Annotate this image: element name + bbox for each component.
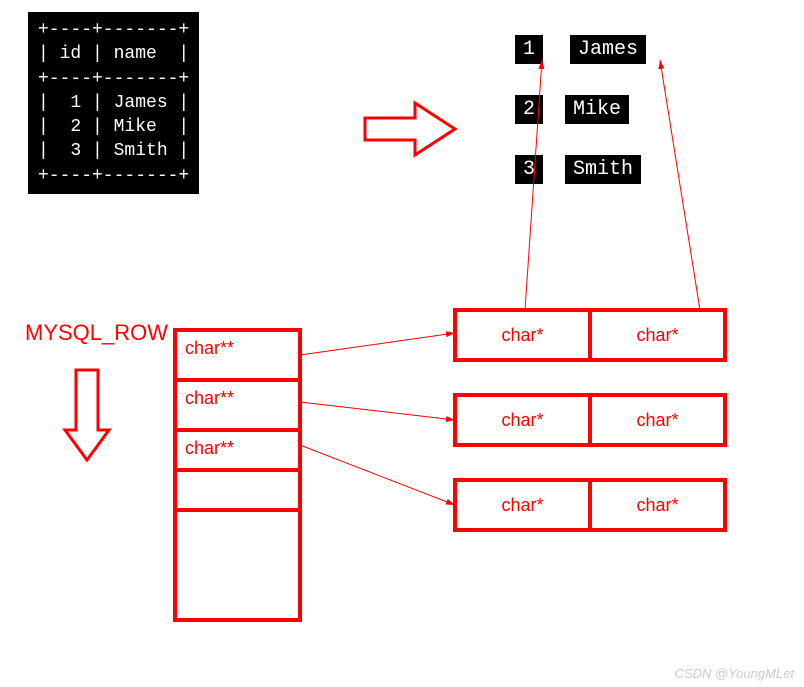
mysql-row-label: MYSQL_ROW [25, 320, 168, 346]
charstar-0-0: char* [455, 310, 590, 360]
row-array-cell-1: char** [175, 380, 300, 430]
ptr-row2 [300, 445, 455, 505]
down-arrow [65, 370, 109, 460]
charstar-2-1: char* [590, 480, 725, 530]
row-array-cell-0: char** [175, 330, 300, 380]
watermark: CSDN @YoungMLet [675, 666, 794, 681]
ptr-row0 [300, 333, 455, 355]
row-array-cell-3 [175, 470, 300, 510]
cell-id-2: 3 [515, 155, 543, 184]
cell-id-1: 2 [515, 95, 543, 124]
ptr-row1 [300, 402, 455, 420]
row-array-cell-4 [175, 510, 300, 620]
cell-name-2: Smith [565, 155, 641, 184]
cell-name-1: Mike [565, 95, 629, 124]
big-right-arrow [365, 103, 455, 155]
charstar-2-0: char* [455, 480, 590, 530]
cell-id-0: 1 [515, 35, 543, 64]
charstar-1-1: char* [590, 395, 725, 445]
charstar-1-0: char* [455, 395, 590, 445]
sql-terminal: +----+-------+ | id | name | +----+-----… [28, 12, 199, 194]
ptr-name0 [660, 60, 700, 310]
row-array-cell-2: char** [175, 430, 300, 470]
charstar-0-1: char* [590, 310, 725, 360]
cell-name-0: James [570, 35, 646, 64]
